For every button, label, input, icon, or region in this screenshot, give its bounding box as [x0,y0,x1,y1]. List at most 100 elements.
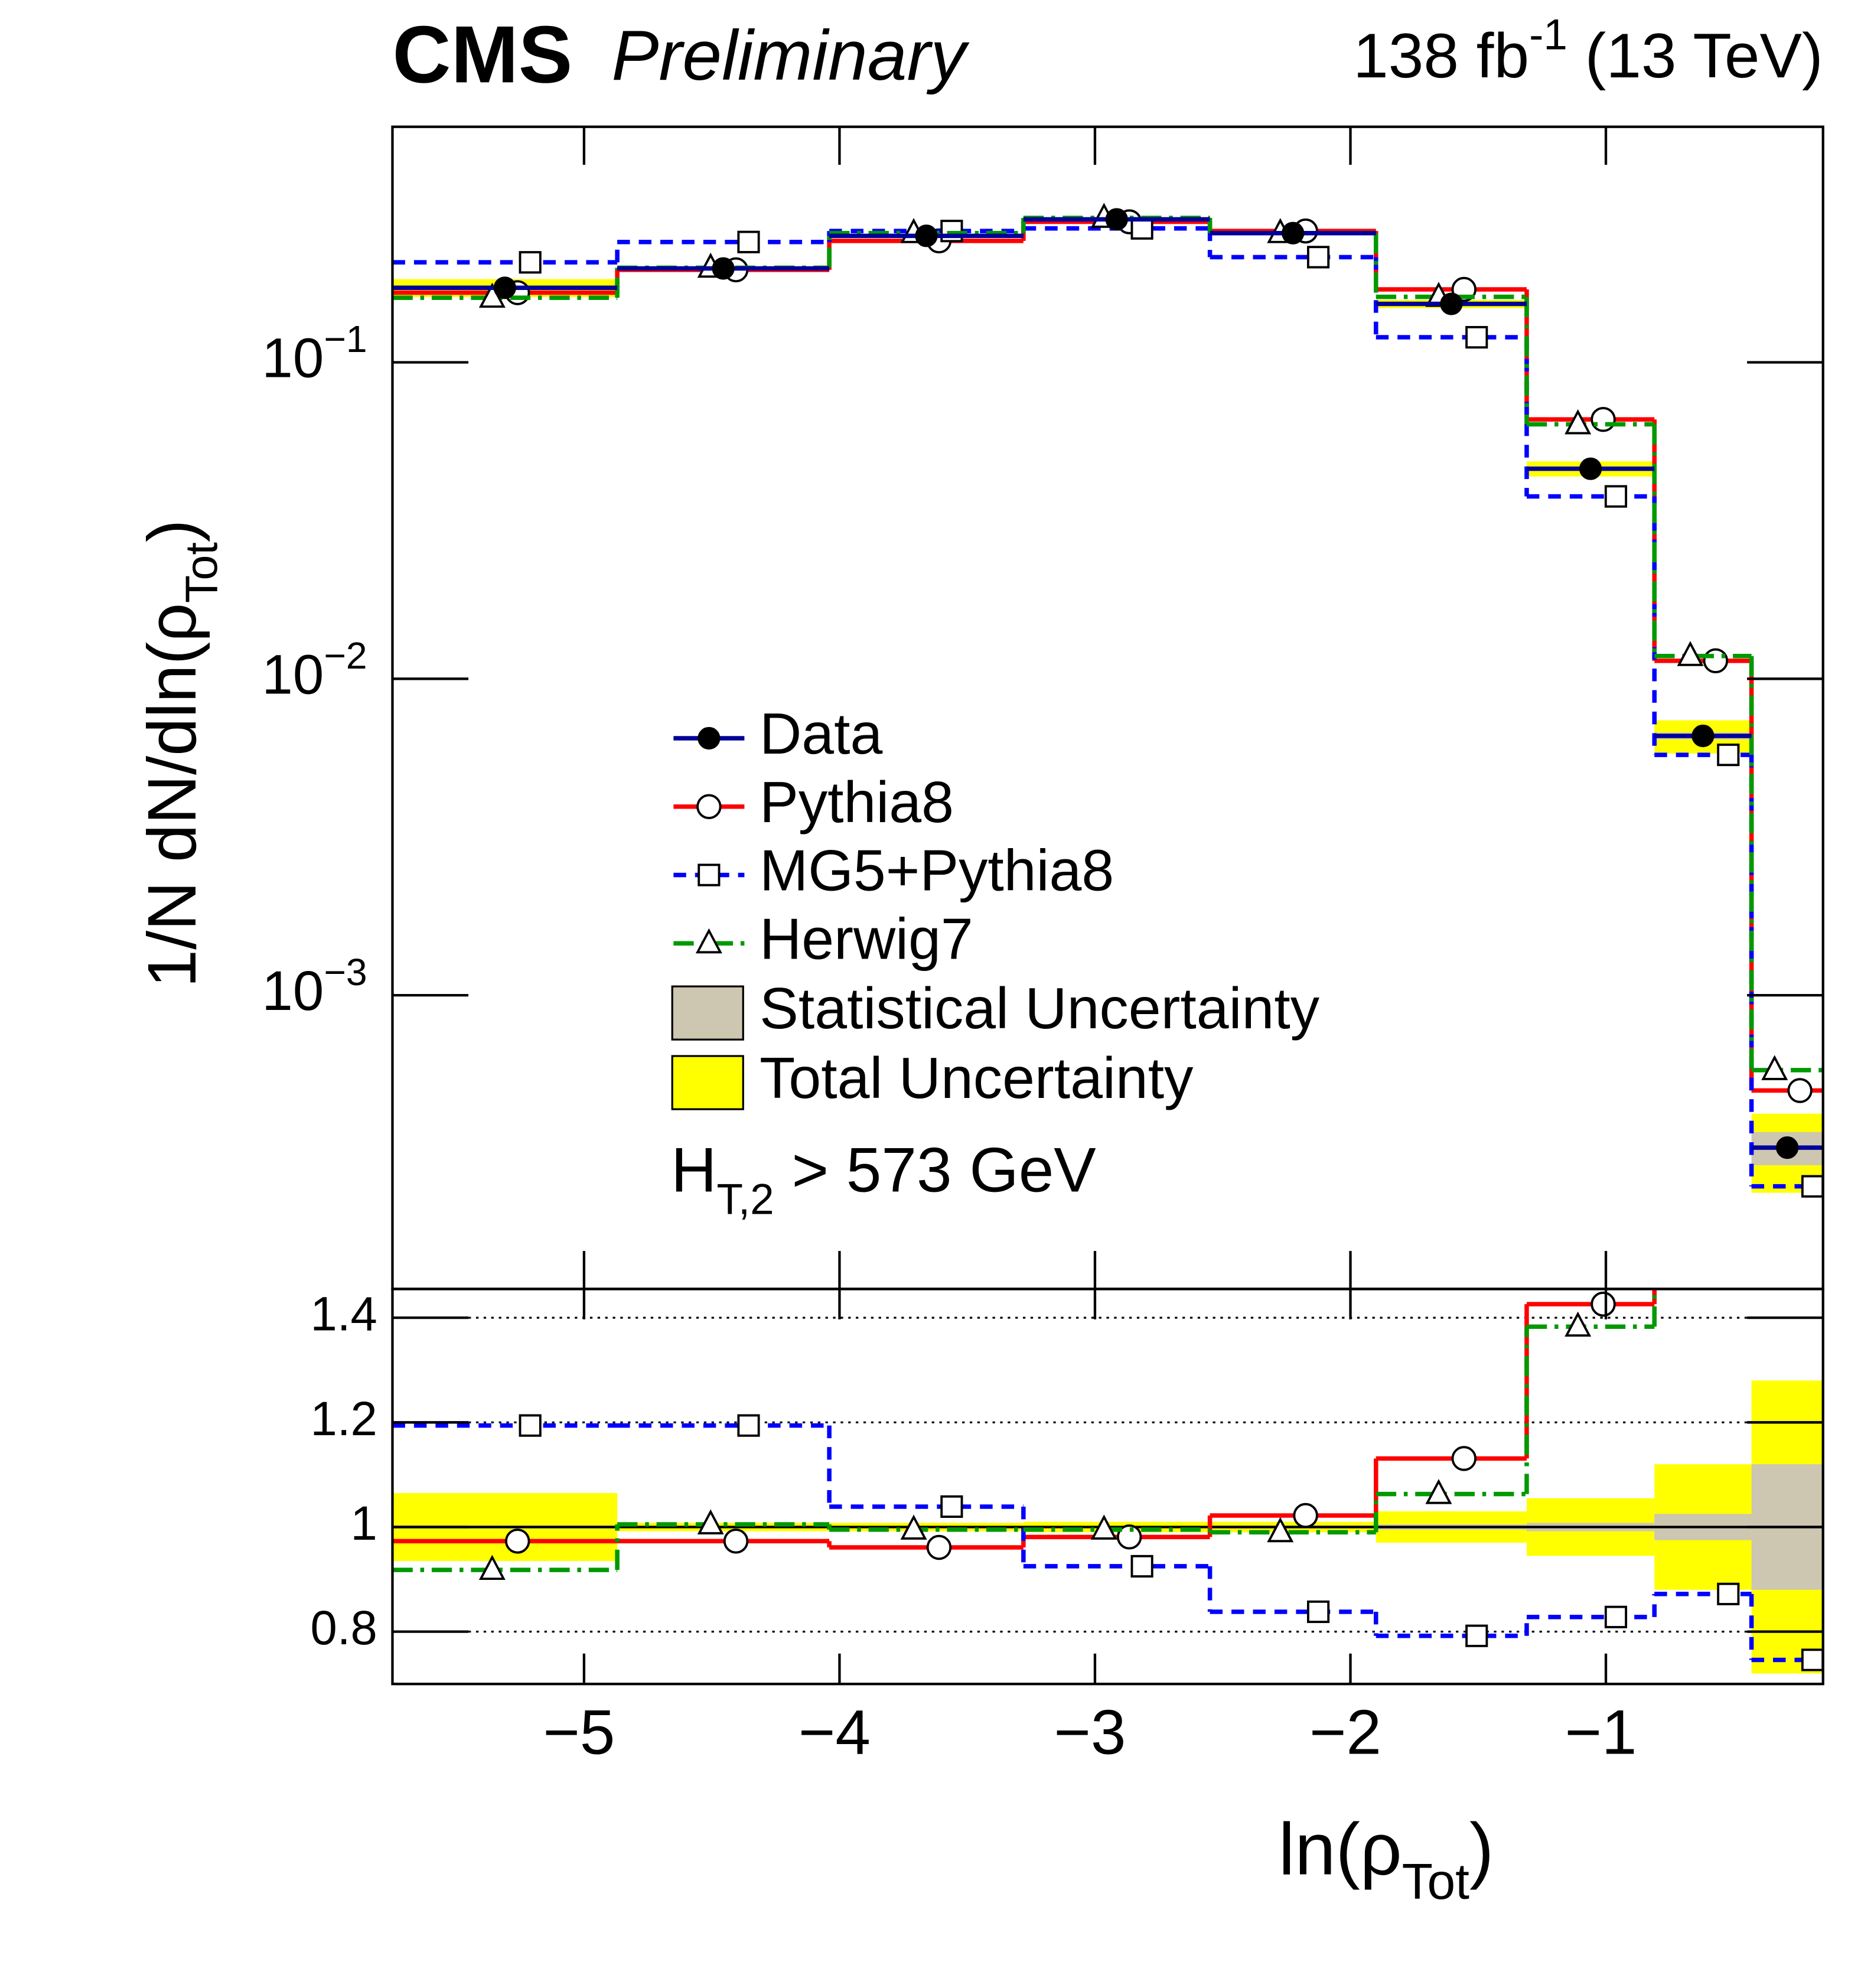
marker [712,257,735,280]
x-tick-label: −2 [1309,1697,1381,1768]
marker [519,251,542,274]
marker [1090,1514,1117,1540]
annotation: HT,2 > 573 GeV [671,1135,1096,1224]
marker [1787,1078,1813,1103]
marker [1677,641,1704,666]
lumi: 138 fb-1 (13 TeV) [1353,11,1823,92]
marker [1801,1175,1823,1198]
y-axis-title-main: 1/N dN/dln(ρ [133,603,210,988]
x-tick-label: −4 [798,1697,871,1768]
marker [900,1514,927,1540]
marker [1425,1479,1452,1504]
x-axis-title-main: ln(ρ [1279,1808,1402,1890]
annotation-subscript: T,2 [716,1176,774,1224]
y-tick-base: 10 [262,643,324,705]
marker [1717,744,1740,767]
x-axis-title-subscript: Tot [1402,1853,1470,1910]
marker [698,863,721,887]
marker [1565,409,1592,435]
marker [696,794,722,819]
y-tick-label: 10−1 [262,318,367,389]
legend-label: Herwig7 [760,906,973,971]
y-tick-exponent: −1 [324,318,367,360]
marker [697,1509,724,1534]
marker [1465,325,1488,349]
y-tick-label: 10−3 [262,951,367,1022]
marker [1691,724,1715,748]
y-tick-label: 1 [350,1497,377,1550]
legend-swatch [671,985,744,1041]
legend-label: Statistical Uncertainty [760,976,1320,1041]
subtitle: Preliminary [611,16,970,95]
marker [1105,208,1128,231]
marker [737,1414,760,1437]
marker [505,1529,530,1554]
y-tick-label: 10−2 [262,634,367,705]
marker [1703,648,1729,674]
legend-label: Pythia8 [760,770,954,835]
annotation-suffix: > 573 GeV [774,1135,1096,1205]
x-axis-title-suffix: ) [1469,1808,1494,1890]
x-tick-label: −1 [1565,1697,1637,1768]
marker [915,224,938,247]
legend-label: Total Uncertainty [760,1045,1194,1110]
y-tick-label: 0.8 [311,1601,377,1655]
lumi-suffix: (13 TeV) [1567,21,1823,92]
marker [1801,1648,1823,1671]
y-tick-exponent: −2 [324,634,367,677]
lumi-main: 138 fb [1353,21,1529,92]
marker [940,1495,963,1518]
y-axis-title-subscript: Tot [177,542,227,603]
y-tick-base: 10 [262,960,324,1022]
y-tick-base: 10 [262,327,324,389]
marker [1130,1554,1153,1578]
x-axis-title: ln(ρTot) [1279,1808,1494,1909]
marker [1591,406,1616,432]
marker [695,928,722,954]
y-tick-exponent: −3 [324,951,367,993]
y-axis-title: 1/N dN/dln(ρTot) [133,520,227,988]
marker [1591,1291,1616,1317]
marker [1116,1524,1142,1550]
marker [698,726,721,750]
marker [1465,1624,1488,1647]
marker [737,230,760,253]
lumi-exponent: -1 [1529,11,1567,59]
marker [478,1554,506,1580]
legend-label: Data [760,701,882,766]
marker [1579,457,1602,480]
title: CMS [392,9,572,100]
marker [1282,221,1305,245]
marker [723,1529,749,1554]
top-plot [392,203,1823,1198]
marker [1604,485,1628,508]
ratio-plot [392,1289,1823,1671]
marker [519,1414,542,1437]
marker [1440,292,1463,315]
marker [1565,1311,1592,1337]
legend-label: MG5+Pythia8 [760,838,1114,903]
marker [1293,1503,1318,1529]
labels: 138 fb-1 (13 TeV)1/N dN/dln(ρTot)HT,2 > … [133,11,1823,1910]
marker [1306,1600,1330,1624]
marker [1267,1517,1294,1543]
marker [493,276,516,299]
y-tick-label: 1.2 [311,1392,377,1446]
axes: −5 −4 −3 −2 −110−110−210−30.811.21.4 [262,126,1823,1768]
marker [1761,1055,1788,1080]
marker [1451,1446,1477,1471]
y-tick-label: 1.4 [311,1288,377,1341]
marker [1604,1605,1628,1628]
marker [926,1534,952,1560]
annotation-main: H [671,1135,716,1205]
x-tick-label: −3 [1054,1697,1126,1768]
marker [1717,1582,1740,1605]
ratio-frame [391,1288,1824,1686]
legend-swatch [671,1055,744,1110]
legend: DataPythia8MG5+Pythia8Herwig7Statistical… [671,701,1320,1110]
marker [1306,246,1330,269]
x-tick-label: −5 [543,1697,615,1768]
